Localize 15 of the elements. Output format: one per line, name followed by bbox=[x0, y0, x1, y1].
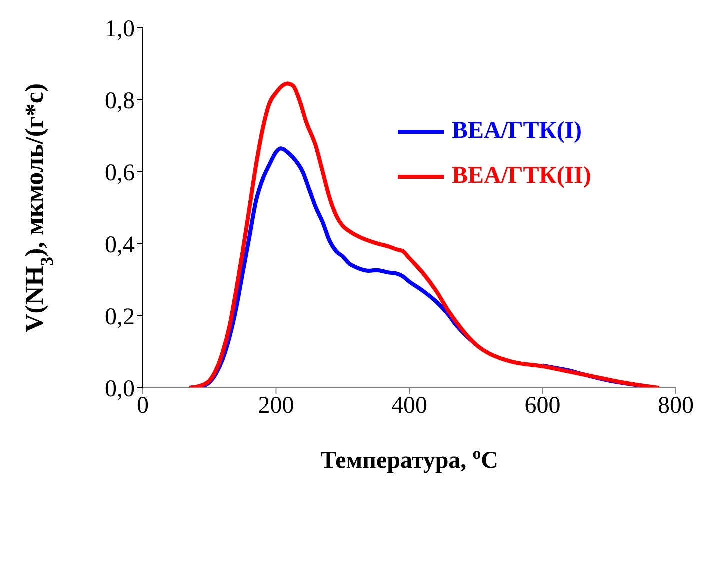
x-tick-label: 800 bbox=[658, 393, 694, 420]
x-axis-title: Температура, $^{o}$C bbox=[320, 444, 498, 474]
y-tick-label: 0,8 bbox=[105, 88, 135, 115]
line-series bbox=[188, 82, 662, 388]
y-tick-label: 1,0 bbox=[105, 16, 135, 43]
x-tick-label: 600 bbox=[524, 393, 561, 420]
y-tick-label: 0,6 bbox=[105, 160, 135, 187]
x-tick-label: 400 bbox=[392, 393, 428, 420]
y-tick-label: 0,0 bbox=[105, 376, 135, 403]
y-tick-label: 0,4 bbox=[105, 232, 135, 259]
legend-label: ВЕА/ГТК(I) bbox=[452, 118, 582, 145]
legend-label: ВЕА/ГТК(II) bbox=[452, 163, 592, 190]
x-tick-label: 200 bbox=[258, 393, 294, 420]
x-tick-label: 0 bbox=[137, 393, 149, 420]
y-tick-label: 0,2 bbox=[105, 304, 135, 331]
